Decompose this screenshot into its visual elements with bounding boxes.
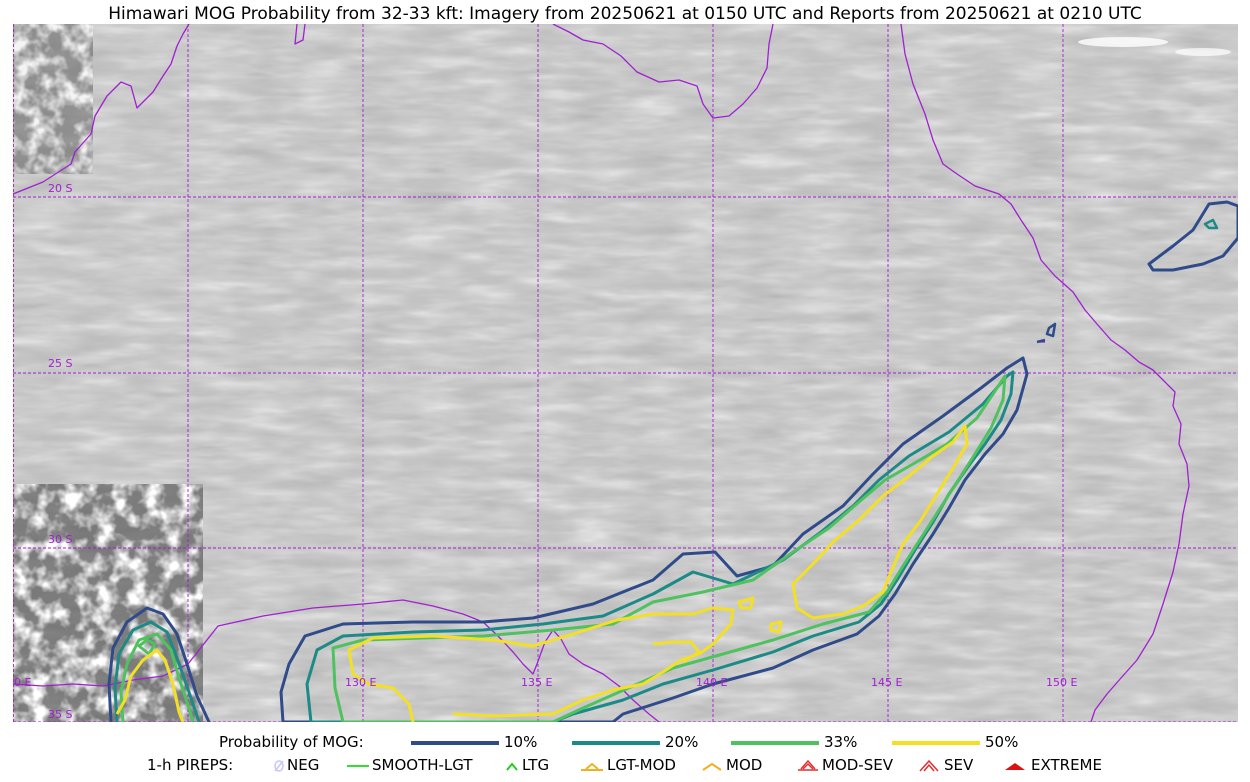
legend-swatch-10 (411, 741, 499, 745)
cloud-area-northwest (13, 24, 93, 174)
pirep-label-ltg: LTG (522, 756, 550, 774)
legend-swatch-20 (572, 741, 660, 745)
lon-label-140e: 140 E (696, 676, 728, 689)
contour-50-northeast (791, 424, 969, 620)
lat-label-25s: 25 S (48, 357, 73, 370)
map-canvas (13, 24, 1238, 722)
legend-label-10: 10% (504, 733, 538, 751)
legend-label-33: 33% (824, 733, 858, 751)
lat-label-35s: 35 S (48, 708, 73, 721)
pirep-label-mod-sev: MOD-SEV (822, 756, 893, 774)
pirep-label-neg: NEG (287, 756, 320, 774)
legend-swatch-33 (731, 741, 819, 745)
contour-50-blob (737, 596, 755, 610)
lon-label-135e: 135 E (521, 676, 553, 689)
cloud-streak (1078, 37, 1168, 47)
pirep-label-extreme: EXTREME (1031, 756, 1102, 774)
pirep-label-lgt-mod: LGT-MOD (607, 756, 676, 774)
probability-legend-title: Probability of MOG: (219, 733, 364, 751)
extreme-filled-caret-icon (1005, 763, 1025, 770)
satellite-map: 20 S 25 S 30 S 35 S 120 E 130 E 135 E 14… (13, 24, 1238, 722)
contour-50-main (347, 606, 735, 722)
mog-contours (107, 200, 1238, 722)
contour-20-northeast (1203, 218, 1219, 230)
pirep-label-smooth-lgt: SMOOTH-LGT (372, 756, 473, 774)
lat-label-20s: 20 S (48, 182, 73, 195)
contour-20-main (305, 370, 1015, 722)
contour-10-southwest (107, 606, 211, 722)
contour-20-southwest (113, 620, 201, 722)
contour-33-main (331, 374, 1007, 722)
contour-33-southwest (119, 632, 195, 722)
mod-sev-double-caret-bar-icon (798, 759, 818, 771)
legend-label-50: 50% (985, 733, 1019, 751)
lon-label-150e: 150 E (1046, 676, 1078, 689)
cloud-streak (1175, 48, 1231, 56)
neg-icon (274, 760, 284, 772)
contour-50-southwest (115, 648, 185, 722)
lgt-mod-caret-bar-icon (581, 762, 603, 771)
contour-10-northeast (1147, 200, 1238, 272)
probability-legend: Probability of MOG: 10% 20% 33% 50% (0, 732, 1250, 752)
lon-label-145e: 145 E (871, 676, 903, 689)
contour-10-islet (1045, 322, 1057, 338)
legend-swatch-50 (892, 741, 980, 745)
lat-label-30s: 30 S (48, 533, 73, 546)
legend-label-20: 20% (665, 733, 699, 751)
pirep-legend: 1-h PIREPS: NEG SMOOTH-LGT LTG LGT-MOD M… (0, 755, 1250, 775)
mod-caret-icon (702, 762, 722, 771)
sev-double-caret-icon (919, 759, 939, 772)
contour-10-islet (1036, 338, 1046, 344)
contour-10-main (279, 356, 1029, 722)
lon-label-130e: 130 E (345, 676, 377, 689)
pirep-legend-title: 1-h PIREPS: (147, 756, 234, 774)
map-title: Himawari MOG Probability from 32-33 kft:… (108, 4, 1142, 24)
contour-50-blob (769, 620, 783, 634)
pirep-label-sev: SEV (944, 756, 974, 774)
lon-label-120e: 120 E (13, 676, 32, 689)
smooth-lgt-icon (347, 765, 369, 767)
pirep-label-mod: MOD (726, 756, 763, 774)
graticule (13, 24, 1238, 722)
ltg-caret-icon (506, 762, 518, 771)
